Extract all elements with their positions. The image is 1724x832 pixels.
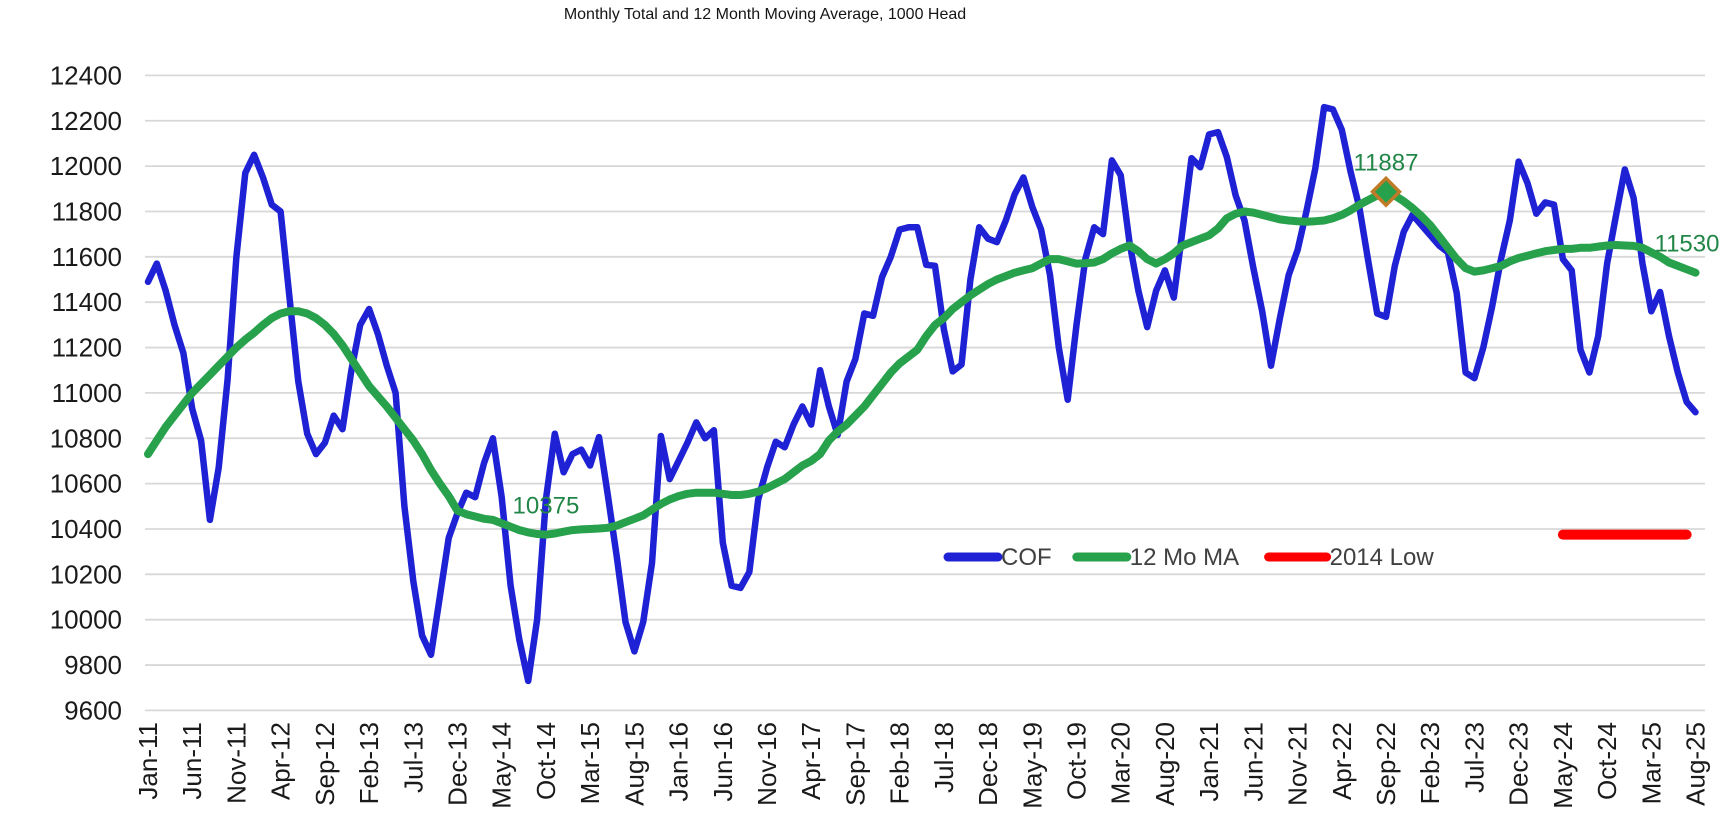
y-tick-label: 11200 — [52, 333, 122, 363]
x-tick-label: Aug-20 — [1150, 722, 1180, 806]
y-tick-label: 10600 — [50, 469, 122, 499]
data-label-11887: 11887 — [1354, 150, 1419, 177]
x-tick-label: Jan-16 — [664, 722, 694, 802]
series-cof-line — [144, 103, 1699, 685]
y-tick-label: 12000 — [50, 151, 122, 181]
y-tick-label: 10400 — [50, 514, 122, 544]
x-tick-label: May-24 — [1548, 722, 1578, 809]
x-tick-label: Mar-20 — [1106, 722, 1136, 804]
x-tick-label: Nov-16 — [752, 722, 782, 806]
x-tick-label: Jul-23 — [1459, 722, 1489, 793]
x-tick-label: Jun-21 — [1238, 722, 1268, 802]
x-tick-label: Oct-14 — [531, 722, 561, 800]
x-tick-label: Jan-21 — [1194, 722, 1224, 802]
y-tick-label: 12200 — [50, 106, 122, 136]
x-tick-label: Feb-13 — [354, 722, 384, 804]
x-tick-label: Nov-11 — [221, 722, 251, 804]
series-moving-average-line — [144, 187, 1700, 539]
legend-label: 2014 Low — [1330, 544, 1435, 571]
y-tick-label: 10800 — [50, 423, 122, 453]
x-tick-label: Apr-12 — [266, 722, 296, 800]
x-tick-label: Sep-12 — [310, 722, 340, 806]
x-tick-label: Jun-11 — [177, 722, 207, 800]
x-tick-label: May-14 — [487, 722, 517, 809]
x-tick-label: Feb-18 — [885, 722, 915, 804]
y-tick-label: 11000 — [52, 378, 122, 408]
y-tick-label: 9800 — [64, 650, 122, 680]
x-tick-label: Oct-24 — [1592, 722, 1622, 800]
x-tick-label: Aug-15 — [619, 722, 649, 806]
y-tick-label: 10000 — [50, 605, 122, 635]
y-tick-label: 9600 — [64, 695, 122, 725]
x-tick-label: Oct-19 — [1062, 722, 1092, 800]
legend: COF 12 Mo MA 2014 Low — [943, 544, 1435, 571]
legend-item-2014-low: 2014 Low — [1264, 544, 1435, 571]
legend-label: 12 Mo MA — [1130, 544, 1239, 571]
y-tick-label: 11400 — [52, 287, 122, 317]
diamond-marker — [1370, 175, 1402, 208]
x-tick-label: Jun-16 — [708, 722, 738, 802]
y-tick-label: 12400 — [50, 60, 122, 90]
y-tick-label: 11800 — [52, 196, 122, 226]
data-label-10375: 10375 — [513, 493, 580, 520]
x-tick-label: Jul-13 — [398, 722, 428, 793]
x-tick-label: May-19 — [1017, 722, 1047, 809]
legend-label: COF — [1001, 544, 1052, 571]
x-tick-label: Dec-13 — [443, 722, 473, 806]
x-tick-label: Mar-15 — [575, 722, 605, 804]
x-tick-label: Mar-25 — [1636, 722, 1666, 804]
legend-item-cof: COF — [943, 544, 1052, 571]
legend-item-12-mo-ma: 12 Mo MA — [1072, 544, 1239, 571]
y-axis-tick-labels: 12400 12200 12000 11800 11600 11400 11200 11000… — [50, 60, 122, 725]
y-tick-label: 10200 — [50, 559, 122, 589]
x-tick-label: Apr-17 — [796, 722, 826, 800]
x-tick-label: Sep-22 — [1371, 722, 1401, 806]
chart-title: Monthly Total and 12 Month Moving Averag… — [563, 6, 967, 23]
annotations: 11887 10375 11530 — [513, 150, 1720, 520]
x-axis-tick-labels: Jan-11 Jun-11 Nov-11 Apr-12 Sep-12 Feb-13 Jul-… — [133, 722, 1711, 809]
x-tick-label: Feb-23 — [1415, 722, 1445, 804]
x-tick-label: Jan-11 — [133, 722, 163, 800]
x-tick-label: Jul-18 — [929, 722, 959, 793]
x-tick-label: Dec-23 — [1504, 722, 1534, 806]
x-tick-label: Dec-18 — [973, 722, 1003, 806]
x-tick-label: Aug-25 — [1681, 722, 1711, 806]
y-tick-label: 11600 — [52, 242, 122, 272]
data-label-11530: 11530 — [1655, 231, 1720, 258]
x-tick-label: Apr-22 — [1327, 722, 1357, 800]
x-tick-label: Sep-17 — [840, 722, 870, 806]
x-tick-label: Nov-21 — [1283, 722, 1313, 806]
